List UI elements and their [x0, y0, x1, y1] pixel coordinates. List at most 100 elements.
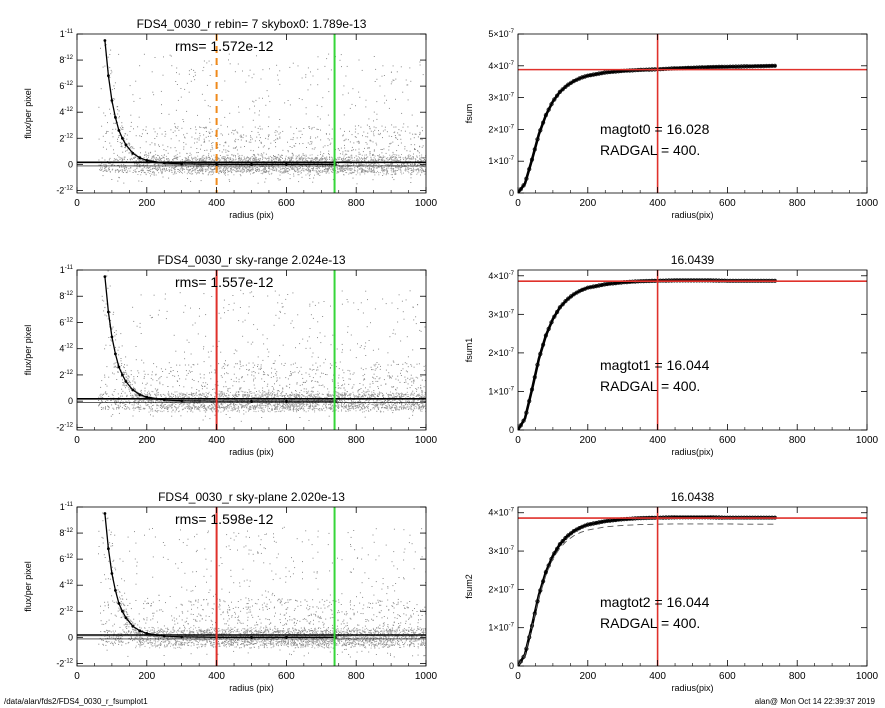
scatter-point [384, 95, 386, 97]
scatter-point [400, 170, 402, 172]
noise-point [239, 167, 241, 169]
scatter-point [264, 181, 266, 183]
scatter-point [324, 157, 326, 159]
noise-point [332, 159, 334, 161]
scatter-point [329, 165, 330, 166]
scatter-point [257, 127, 259, 129]
scatter-point [376, 410, 378, 412]
noise-point [203, 154, 205, 156]
scatter-point [356, 407, 358, 409]
scatter-point [392, 360, 394, 362]
noise-point [198, 172, 200, 174]
noise-point [315, 171, 317, 173]
scatter-point [141, 181, 143, 182]
scatter-point [293, 175, 295, 177]
scatter-point [153, 94, 155, 96]
noise-point [139, 160, 141, 162]
scatter-point [326, 58, 328, 60]
scatter-point [391, 168, 393, 169]
scatter-point [316, 381, 318, 383]
scatter-point [171, 405, 173, 407]
scatter-point [420, 138, 422, 140]
scatter-point [223, 169, 225, 171]
scatter-point [392, 412, 394, 414]
noise-point [239, 156, 240, 158]
scatter-point [141, 169, 143, 171]
scatter-point [199, 399, 201, 401]
scatter-point [180, 88, 182, 89]
scatter-point [287, 404, 288, 406]
chart-title: FDS4_0030_r rebin= 7 skybox0: 1.789e-13 [137, 17, 367, 31]
noise-point [387, 164, 389, 166]
scatter-point [234, 396, 236, 398]
scatter-point [257, 153, 259, 155]
scatter-point [144, 373, 146, 375]
scatter-point [225, 169, 226, 171]
noise-point [407, 155, 409, 157]
noise-point [168, 167, 170, 168]
noise-point [351, 159, 353, 161]
scatter-point [382, 157, 384, 159]
scatter-point [262, 146, 264, 148]
noise-point [174, 172, 176, 174]
scatter-point [375, 167, 377, 169]
scatter-point [234, 71, 236, 73]
noise-point [413, 168, 414, 170]
scatter-point [132, 146, 134, 148]
scatter-point [208, 131, 210, 133]
scatter-point [307, 408, 309, 409]
noise-point [255, 158, 256, 160]
scatter-point [254, 126, 256, 128]
scatter-point [272, 164, 274, 166]
noise-point [372, 159, 374, 161]
noise-point [153, 156, 155, 158]
scatter-point [232, 309, 234, 311]
scatter-point [388, 164, 390, 166]
noise-point [315, 156, 317, 158]
scatter-point [119, 166, 121, 168]
noise-point [385, 173, 387, 175]
scatter-point [275, 314, 277, 316]
noise-point [338, 171, 340, 173]
scatter-point [160, 163, 162, 165]
scatter-point [394, 403, 396, 405]
scatter-point [393, 159, 395, 161]
scatter-point [374, 308, 376, 310]
noise-point [421, 168, 423, 169]
scatter-point [241, 159, 243, 161]
scatter-point [319, 171, 321, 173]
scatter-point [315, 168, 317, 169]
noise-point [378, 159, 380, 161]
scatter-point [266, 90, 268, 92]
scatter-point [216, 129, 218, 131]
scatter-point [237, 132, 239, 134]
scatter-point [118, 170, 120, 171]
scatter-point [364, 345, 366, 347]
scatter-point [224, 142, 226, 144]
scatter-point [239, 170, 241, 172]
noise-point [376, 167, 378, 169]
scatter-point [99, 169, 101, 171]
scatter-point [248, 157, 249, 159]
scatter-point [139, 399, 141, 401]
scatter-point [166, 167, 167, 169]
scatter-point [180, 167, 182, 169]
scatter-point [268, 159, 270, 161]
scatter-point [221, 170, 223, 172]
scatter-point [131, 157, 133, 159]
scatter-point [289, 104, 291, 106]
scatter-point [170, 138, 172, 140]
noise-point [365, 167, 367, 169]
scatter-point [309, 170, 311, 172]
noise-point [314, 158, 316, 160]
scatter-point [408, 399, 410, 401]
scatter-point [410, 170, 412, 171]
scatter-point [252, 341, 254, 343]
scatter-point [308, 169, 310, 171]
scatter-point [295, 395, 297, 397]
scatter-point [274, 158, 276, 160]
noise-point [262, 159, 263, 161]
noise-point [324, 160, 326, 162]
scatter-point [267, 374, 269, 376]
noise-point [182, 168, 184, 170]
